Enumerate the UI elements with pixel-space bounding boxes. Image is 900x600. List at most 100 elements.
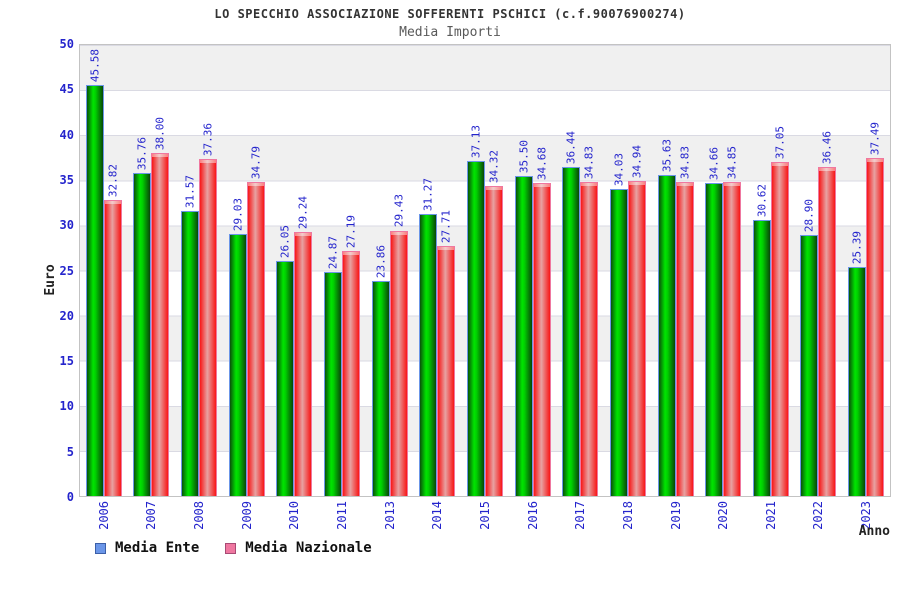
media-ente-bar-2018: 34.03 [609,153,628,496]
bar-value-label: 34.85 [725,145,739,179]
media-ente-bar-2010: 26.05 [276,225,295,496]
bar-group-2018: 34.03 34.94 2018 [604,45,652,530]
bar-value-label: 27.19 [344,214,358,248]
bar-value-label: 35.63 [660,138,673,172]
bar-value-label: 28.90 [802,199,816,233]
media-ente-bar-2016: 35.50 [514,140,533,496]
bar-value-label: 36.44 [564,131,578,165]
bar-value-label: 25.39 [850,230,864,264]
media-ente-swatch-icon [95,542,106,554]
media-nazionale-bar-2016: 34.68 [532,147,551,496]
x-axis-tick-label: 2006 [96,501,111,530]
x-axis-tick-label: 2009 [239,501,254,530]
legend-label: Media Nazionale [245,540,372,556]
chart-title: LO SPECCHIO ASSOCIAZIONE SOFFERENTI PSCH… [214,7,686,21]
bar-value-label: 27.71 [439,209,453,244]
legend-item-media-nazionale: Media Nazionale [225,540,372,556]
x-axis-tick-label: 2021 [763,501,778,530]
y-axis-tick-label: 50 [59,37,74,51]
media-nazionale-bar-2018: 34.94 [627,145,646,496]
media-nazionale-bar-2011: 27.19 [342,215,361,496]
media-nazionale-bar-2017: 34.83 [580,146,599,496]
bar-value-label: 34.79 [249,146,263,180]
bar-value-label: 30.62 [755,183,769,217]
media-ente-bar-2014: 31.27 [419,178,438,496]
bar-value-label: 36.46 [820,131,834,165]
media-nazionale-bar-2023: 37.49 [866,122,885,496]
y-axis-title: Euro [43,264,58,296]
bar-value-label: 38.00 [153,117,167,151]
y-axis-tick-label: 35 [59,172,74,187]
bar-group-2022: 28.90 36.46 2022 [795,45,843,530]
bar-group-2016: 35.50 34.68 2016 [509,45,557,530]
media-nazionale-bar-2022: 36.46 [818,131,837,496]
y-axis-tick-label: 15 [59,354,74,369]
bar-value-label: 34.83 [678,145,691,179]
x-axis-tick-label: 2007 [144,501,159,530]
plot-area: 45.58 32.82 2006 35.76 38.00 2007 31.57 37.36 20… [79,44,891,530]
x-axis-tick-label: 2018 [620,501,635,530]
bar-group-2017: 36.44 34.83 2017 [556,45,604,530]
media-ente-bar-2006: 45.58 [85,49,104,496]
bar-value-label: 31.27 [421,177,435,211]
bar-value-label: 34.94 [630,144,644,178]
x-axis-tick-label: 2008 [192,501,207,530]
x-axis-tick-label: 2022 [811,501,826,530]
bar-value-label: 37.05 [773,125,787,159]
media-nazionale-bar-2008: 37.36 [199,123,218,496]
bar-value-label: 35.76 [135,137,149,171]
bar-group-2013: 23.86 29.43 2013 [366,45,414,530]
bar-value-label: 45.58 [88,48,102,82]
media-nazionale-bar-2009: 34.79 [246,146,265,496]
bar-value-label: 32.82 [106,163,120,197]
media-ente-bar-2015: 37.13 [466,125,485,496]
media-nazionale-bar-2019: 34.83 [675,146,694,496]
bar-group-2010: 26.05 29.24 2010 [271,45,319,530]
bar-group-2015: 37.13 34.32 2015 [461,45,509,530]
y-axis-tick-label: 10 [59,399,74,414]
bar-group-2023: 25.39 37.49 2023 [842,45,890,530]
bar-group-2009: 29.03 34.79 2009 [223,45,271,530]
bar-value-label: 24.87 [326,235,340,269]
bar-value-label: 26.05 [278,224,292,259]
media-ente-bar-2022: 28.90 [800,199,819,496]
y-axis-tick-label: 5 [66,444,74,459]
bar-value-label: 34.68 [535,147,549,181]
bar-value-label: 37.36 [201,122,215,157]
x-axis-tick-label: 2015 [477,501,492,530]
y-axis-tick-label: 40 [59,127,74,142]
media-nazionale-bar-2021: 37.05 [770,126,789,496]
y-axis-tick-label: 45 [59,82,74,97]
x-axis-tick-label: 2013 [382,501,397,530]
bar-value-label: 34.66 [707,147,721,181]
media-ente-bar-2021: 30.62 [752,184,771,496]
media-ente-bar-2007: 35.76 [133,137,152,496]
bar-value-label: 37.49 [868,121,882,155]
bar-group-2020: 34.66 34.85 2020 [699,45,747,530]
media-nazionale-bar-2010: 29.24 [294,196,313,496]
x-axis-title: Anno [858,524,890,539]
legend-label: Media Ente [115,540,200,556]
media-ente-bar-2013: 23.86 [371,245,390,496]
media-nazionale-bar-2015: 34.32 [484,150,503,496]
y-axis-tick-label: 0 [66,490,74,504]
media-ente-bar-2008: 31.57 [181,175,200,496]
bar-group-2021: 30.62 37.05 2021 [747,45,795,530]
media-nazionale-bar-2007: 38.00 [151,117,170,496]
media-ente-bar-2009: 29.03 [228,198,247,496]
x-axis-tick-label: 2011 [335,501,350,530]
bar-value-label: 34.83 [582,145,596,179]
y-axis-tick-label: 30 [59,218,74,233]
y-axis-tick-label: 25 [59,263,74,278]
x-axis-tick-label: 2020 [716,501,731,530]
bar-value-label: 35.50 [517,139,531,173]
bar-value-label: 23.86 [374,244,388,278]
media-ente-bar-2011: 24.87 [324,236,343,496]
bar-group-2008: 31.57 37.36 2008 [175,45,223,530]
y-axis-tick-labels: 0 5 10 15 20 25 30 35 40 45 50 [40,38,74,503]
bar-group-2007: 35.76 38.00 2007 [128,45,176,530]
bar-value-label: 29.43 [392,194,406,228]
legend: Media Ente Media Nazionale [95,540,372,556]
bar-group-2019: 35.63 34.83 2019 [652,45,700,530]
bar-value-label: 37.13 [469,124,483,159]
